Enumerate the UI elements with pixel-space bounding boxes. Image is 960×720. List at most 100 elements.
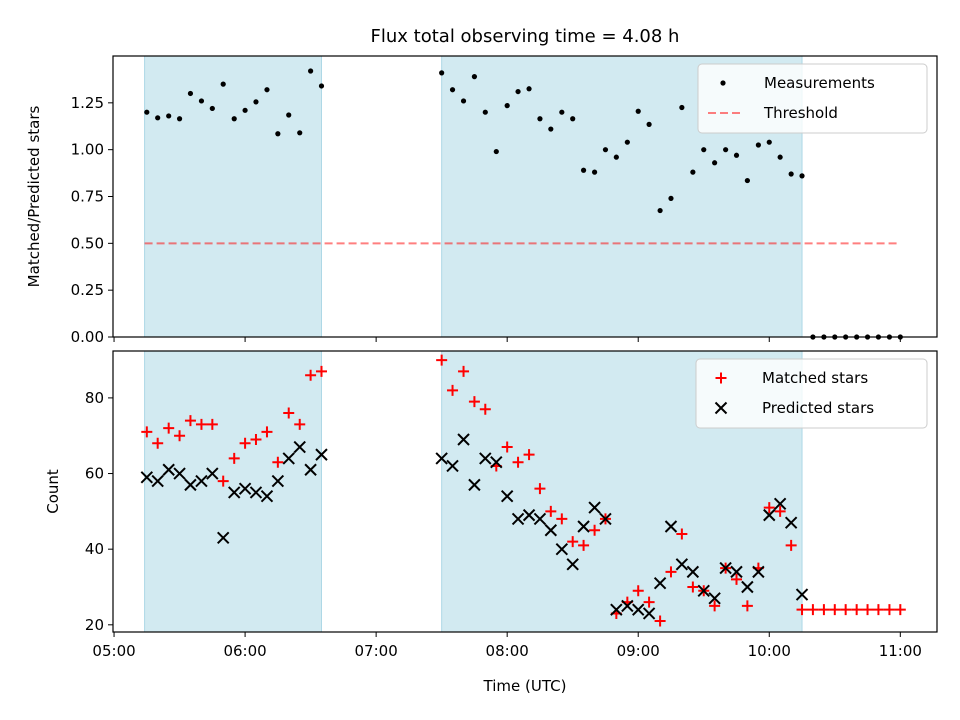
- predicted-star-point: [784, 516, 798, 529]
- matched-star-point: [818, 604, 830, 616]
- matched-star-point: [534, 483, 546, 495]
- predicted-star-point: [697, 584, 710, 597]
- matched-star-point: [643, 596, 655, 608]
- x-tick-label: 05:00: [92, 642, 135, 660]
- measurement-point: [231, 116, 237, 122]
- measurement-point: [755, 142, 761, 148]
- measurement-point: [537, 116, 543, 122]
- predicted-star-point: [468, 478, 481, 492]
- measurement-point: [275, 131, 281, 137]
- predicted-star-point: [555, 542, 569, 556]
- y-tick-label: 0.75: [71, 188, 104, 206]
- legend-marker: [715, 372, 727, 384]
- predicted-star-point: [173, 467, 186, 480]
- predicted-star-point: [763, 508, 776, 522]
- observing-window: [144, 55, 322, 338]
- measurement-point: [242, 107, 248, 113]
- predicted-star-point: [795, 588, 809, 601]
- matched-star-point: [578, 539, 590, 551]
- matched-star-point: [763, 502, 775, 514]
- predicted-star-point: [293, 440, 306, 454]
- x-tick-label: 07:00: [355, 642, 398, 660]
- measurement-point: [198, 98, 205, 104]
- matched-star-point: [883, 604, 895, 616]
- predicted-star-point: [708, 592, 721, 605]
- x-tick-label: 06:00: [223, 642, 266, 660]
- predicted-star-point: [752, 565, 765, 579]
- predicted-star-point: [162, 463, 175, 476]
- measurement-point: [624, 139, 630, 145]
- predicted-star-point: [500, 490, 514, 503]
- legend-label: Matched stars: [762, 369, 868, 387]
- matched-star-point: [840, 604, 852, 616]
- matched-star-point: [184, 415, 196, 427]
- measurement-point: [526, 86, 532, 92]
- measurement-point: [166, 113, 172, 119]
- measurement-point: [591, 169, 598, 175]
- matched-star-point: [676, 528, 688, 540]
- matched-star-point: [741, 600, 753, 612]
- predicted-star-point: [719, 561, 732, 575]
- ratio-panel: 0.00 0.25 0.50 0.75 1.00 1.25 Matched/Predicte…: [25, 55, 938, 346]
- predicted-star-point: [544, 524, 558, 537]
- measurement-point: [308, 68, 314, 74]
- matched-star-point: [872, 604, 884, 616]
- matched-star-point: [174, 430, 186, 442]
- matched-star-point: [731, 573, 743, 585]
- predicted-star-point: [446, 459, 459, 473]
- measurement-point: [777, 154, 783, 160]
- y-axis-label: Matched/Predicted stars: [25, 106, 43, 288]
- predicted-star-point: [511, 512, 525, 526]
- measurement-point: [766, 139, 772, 145]
- legend-box: [695, 358, 928, 429]
- legend: Matched stars Predicted stars: [695, 358, 928, 429]
- measurement-point: [548, 126, 554, 132]
- y-tick-label: 80: [85, 389, 104, 407]
- matched-star-point: [152, 437, 164, 449]
- matched-star-point: [665, 566, 677, 578]
- predicted-star-point: [610, 603, 623, 616]
- legend: Measurements Threshold: [697, 63, 928, 134]
- matched-star-point: [523, 449, 535, 461]
- measurement-point: [799, 173, 805, 179]
- measurement-point: [723, 147, 729, 153]
- measurement-point: [493, 148, 499, 155]
- measurement-point: [471, 74, 478, 80]
- matched-star-point: [250, 433, 262, 445]
- matched-star-point: [567, 536, 579, 548]
- matched-star-point: [272, 456, 284, 468]
- x-tick-label: 10:00: [748, 642, 791, 660]
- predicted-star-point: [741, 580, 754, 594]
- matched-star-point: [545, 505, 557, 517]
- legend-marker: [720, 80, 726, 86]
- predicted-star-point: [588, 501, 601, 514]
- measurement-point: [690, 169, 696, 175]
- measurement-point: [209, 105, 215, 112]
- measurement-point: [679, 104, 685, 111]
- y-tick-label: 1.25: [71, 94, 104, 112]
- y-tick-label: 0.25: [71, 281, 104, 299]
- legend-label: Threshold: [763, 104, 838, 122]
- legend-marker: [714, 401, 728, 415]
- matched-star-point: [556, 513, 568, 525]
- matched-star-point: [283, 407, 295, 419]
- predicted-star-point: [238, 482, 252, 495]
- predicted-star-point: [282, 452, 295, 465]
- legend-label: Measurements: [764, 74, 875, 92]
- matched-star-point: [195, 418, 207, 430]
- predicted-star-point: [184, 478, 197, 492]
- measurement-point: [318, 83, 325, 89]
- measurement-point: [155, 115, 161, 121]
- predicted-star-point: [228, 486, 241, 499]
- matched-star-point: [894, 604, 906, 616]
- predicted-star-point: [260, 490, 274, 503]
- predicted-star-point: [315, 448, 328, 461]
- axes-frame: [112, 350, 938, 633]
- predicted-star-point: [435, 452, 448, 465]
- matched-star-point: [774, 505, 786, 517]
- x-axis-label: Time (UTC): [483, 677, 567, 695]
- predicted-star-point: [675, 558, 689, 571]
- x-tick-label: 11:00: [879, 642, 922, 660]
- measurement-point: [264, 87, 270, 93]
